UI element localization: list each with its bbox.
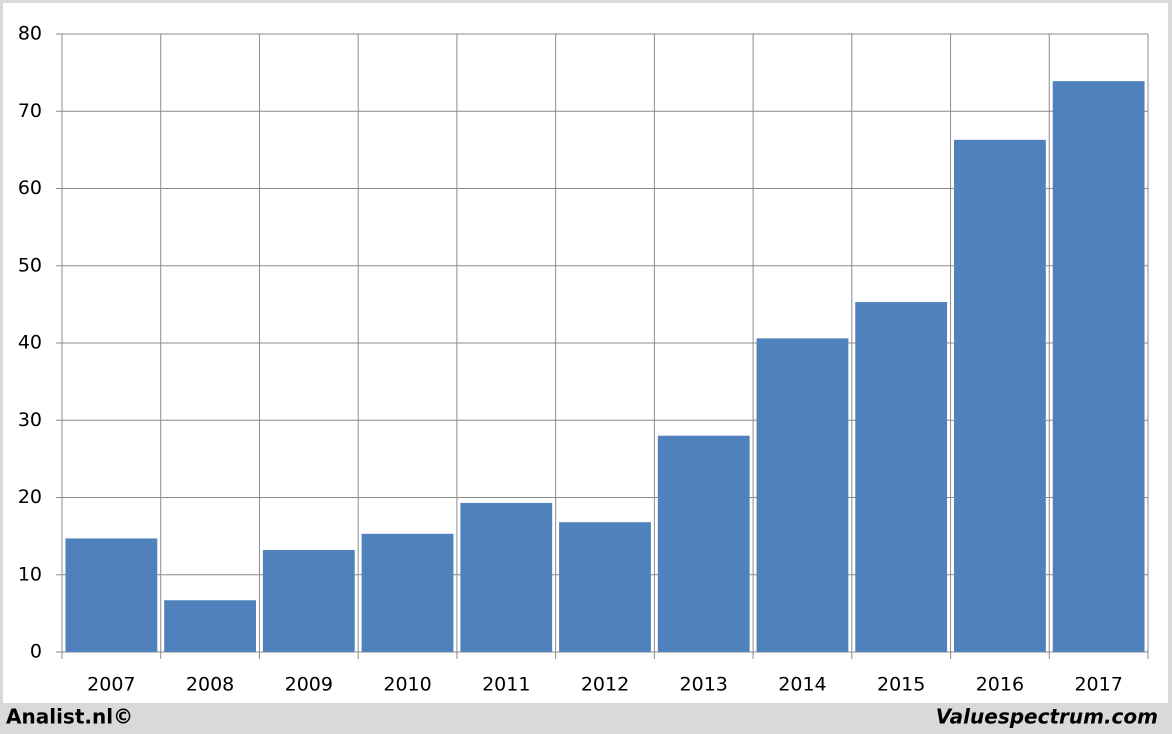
x-tick-label: 2009 (285, 674, 333, 696)
bar (756, 338, 849, 652)
y-tick-label: 10 (18, 563, 42, 585)
bar (657, 435, 750, 652)
credit-right: Valuespectrum.com (936, 705, 1158, 729)
bar (954, 139, 1046, 652)
x-tick-label: 2012 (581, 674, 629, 696)
bar (460, 502, 553, 652)
x-tick-label: 2014 (778, 674, 826, 696)
x-tick-label: 2007 (87, 674, 135, 696)
y-tick-label: 30 (18, 409, 42, 431)
bar (262, 550, 355, 652)
y-tick-label: 50 (18, 254, 42, 276)
x-tick-label: 2008 (186, 674, 234, 696)
x-tick-label: 2016 (976, 674, 1024, 696)
credit-left: Analist.nl© (6, 705, 133, 729)
x-tick-label: 2013 (680, 674, 728, 696)
y-tick-label: 20 (18, 486, 42, 508)
x-tick-label: 2010 (383, 674, 431, 696)
bar (1052, 81, 1145, 652)
y-tick-label: 70 (18, 100, 42, 122)
bar (361, 533, 454, 652)
x-tick-label: 2015 (877, 674, 925, 696)
bar (65, 538, 158, 652)
bar (855, 302, 948, 652)
y-tick-label: 40 (18, 332, 42, 354)
y-tick-label: 60 (18, 177, 42, 199)
x-tick-label: 2011 (482, 674, 530, 696)
x-tick-label: 2017 (1074, 674, 1122, 696)
bar (164, 600, 256, 652)
bar (559, 522, 651, 652)
y-tick-label: 0 (30, 641, 42, 663)
y-tick-label: 80 (18, 23, 42, 45)
